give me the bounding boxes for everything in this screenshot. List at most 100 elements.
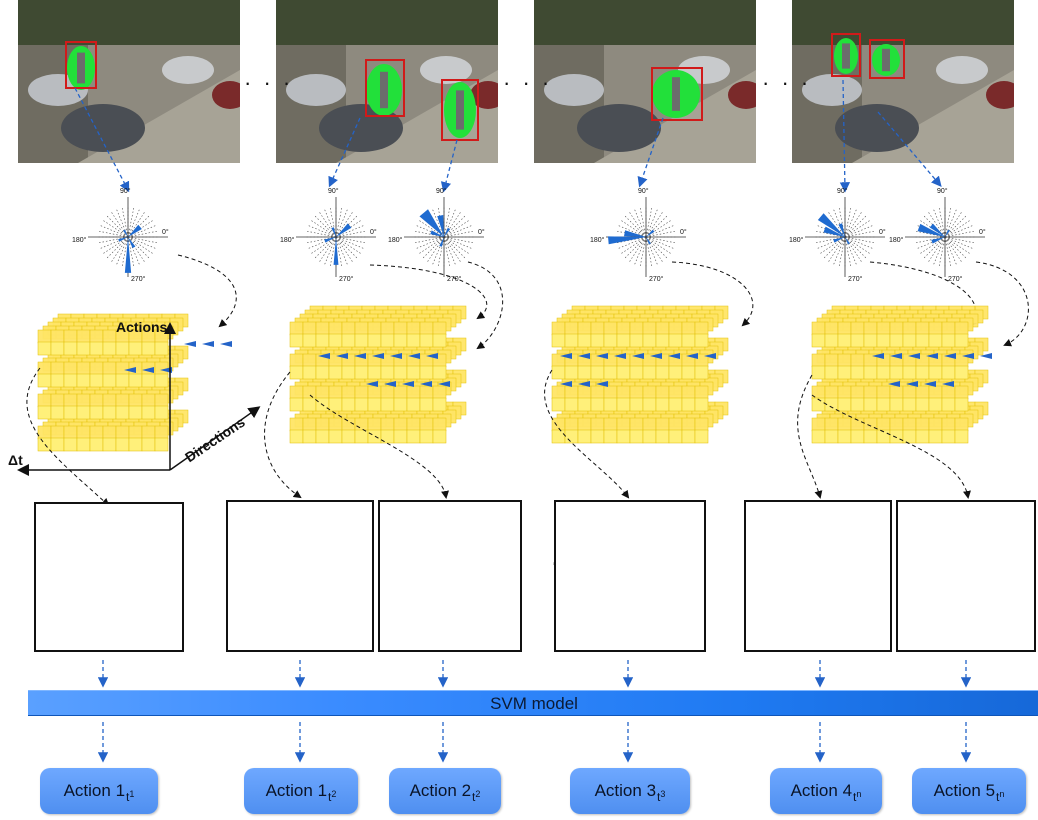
- rose-wedge: [444, 227, 451, 237]
- cube-cell: [63, 437, 78, 452]
- cube-cell: [419, 365, 434, 380]
- rose-spoke: [938, 207, 946, 238]
- direction-rose: 90° 0° 180° 270°: [388, 187, 485, 283]
- action-subsubscript: 2: [331, 789, 337, 799]
- rose-spoke: [443, 207, 451, 238]
- rose-spoke: [102, 220, 129, 238]
- trees: [276, 0, 498, 45]
- cube-cell: [115, 425, 130, 440]
- cube-cell: [76, 437, 91, 452]
- rose-spoke: [838, 207, 846, 238]
- rose-spoke: [915, 236, 946, 244]
- action-subsubscript: 2: [475, 789, 481, 799]
- rose-wedge: [331, 227, 336, 237]
- rose-spoke: [629, 211, 647, 238]
- direction-arrowhead: [336, 353, 348, 359]
- direction-arrowhead: [560, 353, 572, 359]
- cube-cell: [289, 333, 304, 348]
- direction-rose: 90° 0° 180° 270°: [789, 187, 886, 283]
- cube-cell: [577, 365, 592, 380]
- cube-cell: [551, 417, 566, 432]
- cube-cell: [811, 385, 826, 400]
- cube-cell: [302, 365, 317, 380]
- rose-spoke: [823, 236, 846, 259]
- rose-angle-label: 270°: [131, 275, 146, 283]
- car: [936, 56, 988, 84]
- cube-cell: [419, 417, 434, 432]
- cube-cell: [694, 397, 709, 412]
- rose-spoke: [335, 236, 362, 254]
- cube-cell: [419, 385, 434, 400]
- car: [577, 104, 661, 152]
- svm-model-label: SVM model: [490, 694, 578, 713]
- cube-cell: [50, 361, 65, 376]
- cube-cell: [941, 417, 956, 432]
- cube-cell: [863, 385, 878, 400]
- rose-spoke: [844, 236, 857, 265]
- cube-cell: [824, 385, 839, 400]
- direction-arrowhead: [354, 353, 366, 359]
- cube-cell: [102, 373, 117, 388]
- street-scene-image: [276, 0, 498, 163]
- cube-cell: [432, 429, 447, 444]
- cube-cell: [655, 365, 670, 380]
- cube-cell: [837, 385, 852, 400]
- cube-cell: [811, 353, 826, 368]
- cube-cell: [928, 385, 943, 400]
- cube-cell: [102, 329, 117, 344]
- feature-cube: [551, 305, 729, 444]
- cube-cell: [341, 365, 356, 380]
- cube-cell: [577, 385, 592, 400]
- direction-rose: 90° 0° 180° 270°: [590, 187, 687, 283]
- rose-spoke: [437, 236, 445, 267]
- rose-angle-label: 0°: [680, 228, 687, 236]
- direction-arrowhead: [908, 353, 920, 359]
- cube-cell: [154, 437, 169, 452]
- cube-cell: [590, 365, 605, 380]
- rose-angle-label: 0°: [979, 228, 986, 236]
- rose-spoke: [418, 220, 445, 238]
- direction-arrowhead: [650, 353, 662, 359]
- cube-cell: [915, 385, 930, 400]
- action-label: Action 2: [409, 781, 472, 800]
- cube-cell: [629, 333, 644, 348]
- cube-cell: [37, 437, 52, 452]
- cube-cell: [328, 385, 343, 400]
- rose-spoke: [944, 207, 952, 238]
- rose-spoke: [102, 236, 129, 254]
- cube-cell: [954, 429, 969, 444]
- cube-cell: [603, 333, 618, 348]
- cube-cell: [367, 385, 382, 400]
- cube-cell: [432, 417, 447, 432]
- rose-wedge: [917, 223, 945, 237]
- cube-cell: [850, 429, 865, 444]
- cube-cell: [564, 333, 579, 348]
- cube-cell: [393, 429, 408, 444]
- rose-spoke: [944, 236, 952, 267]
- rose-wedge: [333, 237, 339, 265]
- rose-wedge: [931, 237, 945, 244]
- rose-spoke: [414, 230, 445, 238]
- action-label: Action 4: [790, 781, 853, 800]
- cube-cell: [419, 333, 434, 348]
- cube-cell: [941, 333, 956, 348]
- car: [420, 56, 472, 84]
- cube-cell: [590, 321, 605, 336]
- rose-spoke: [634, 236, 647, 265]
- cube-cell: [63, 393, 78, 408]
- cube-cell: [811, 417, 826, 432]
- cube-cell: [681, 417, 696, 432]
- action-subscript: t: [126, 790, 130, 804]
- feature-cube: [811, 305, 992, 444]
- rose-spoke: [427, 236, 445, 263]
- cube-cell: [115, 373, 130, 388]
- rose-angle-label: 180°: [590, 236, 605, 244]
- cube-cell: [115, 393, 130, 408]
- polar-plot-3: [378, 500, 522, 652]
- rose-spoke: [819, 236, 846, 254]
- cube-cell: [668, 385, 683, 400]
- cube-cell: [915, 365, 930, 380]
- cube-cell: [315, 333, 330, 348]
- cube-cell: [863, 365, 878, 380]
- rose-spoke: [915, 230, 946, 238]
